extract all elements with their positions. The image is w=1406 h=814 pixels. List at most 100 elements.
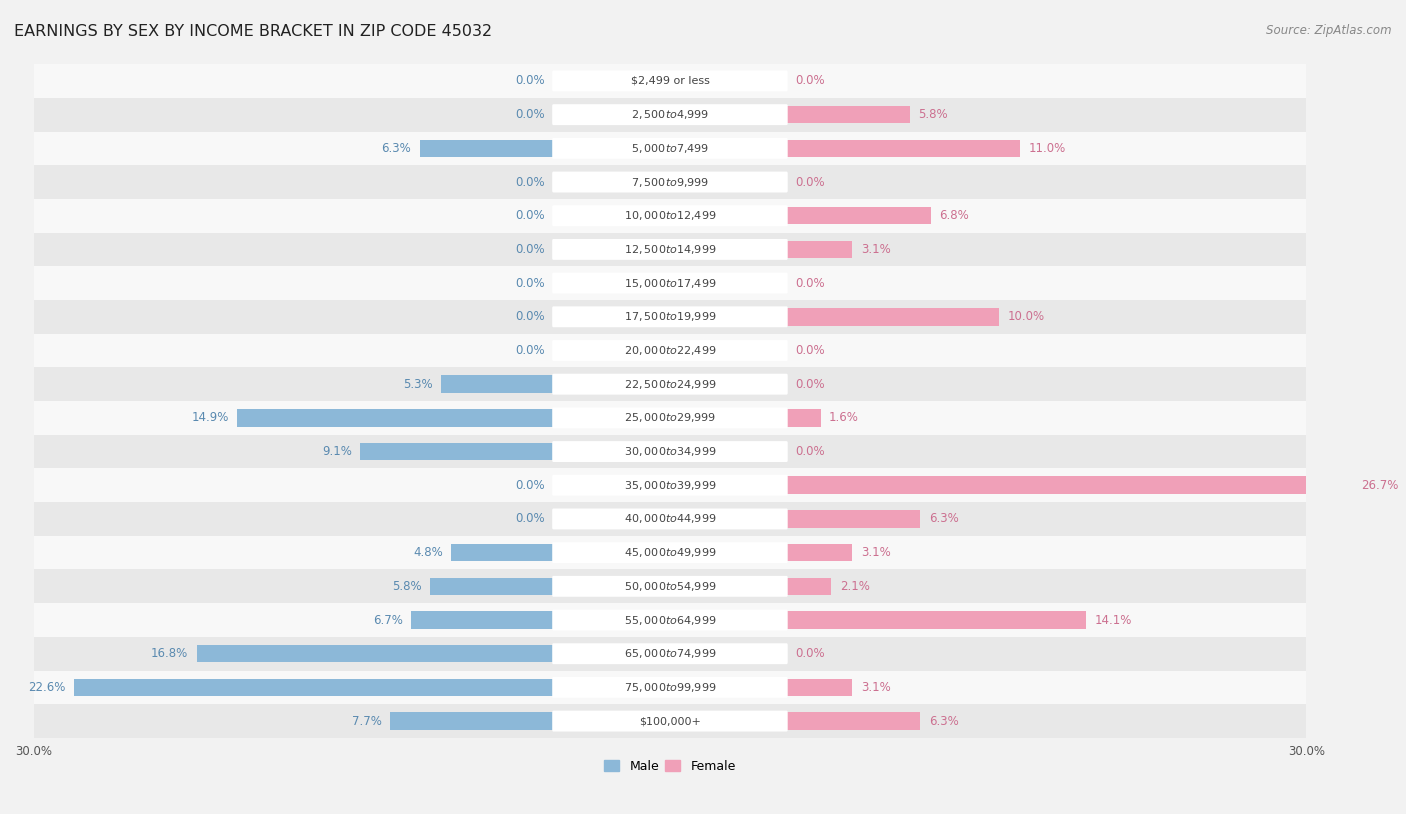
- Bar: [430, 578, 554, 595]
- Text: 0.0%: 0.0%: [515, 310, 544, 323]
- Text: $45,000 to $49,999: $45,000 to $49,999: [624, 546, 716, 559]
- Text: $7,500 to $9,999: $7,500 to $9,999: [631, 176, 709, 189]
- Bar: [786, 207, 931, 225]
- Text: 0.0%: 0.0%: [796, 344, 825, 357]
- Text: 6.3%: 6.3%: [381, 142, 411, 155]
- Text: $2,500 to $4,999: $2,500 to $4,999: [631, 108, 709, 121]
- Bar: [786, 679, 852, 696]
- Text: $40,000 to $44,999: $40,000 to $44,999: [624, 513, 716, 526]
- Text: 0.0%: 0.0%: [515, 209, 544, 222]
- Bar: [34, 603, 1306, 637]
- Text: 1.6%: 1.6%: [830, 411, 859, 424]
- Text: 0.0%: 0.0%: [515, 176, 544, 189]
- Text: 16.8%: 16.8%: [150, 647, 188, 660]
- Text: 9.1%: 9.1%: [322, 445, 352, 458]
- FancyBboxPatch shape: [553, 575, 787, 597]
- Text: $75,000 to $99,999: $75,000 to $99,999: [624, 681, 716, 694]
- Bar: [34, 233, 1306, 266]
- Bar: [786, 544, 852, 562]
- Bar: [34, 536, 1306, 570]
- Text: $100,000+: $100,000+: [638, 716, 700, 726]
- Bar: [786, 409, 821, 427]
- Bar: [34, 132, 1306, 165]
- Text: 5.3%: 5.3%: [402, 378, 432, 391]
- Text: 0.0%: 0.0%: [515, 479, 544, 492]
- FancyBboxPatch shape: [553, 475, 787, 496]
- FancyBboxPatch shape: [553, 610, 787, 631]
- Text: 22.6%: 22.6%: [28, 681, 65, 694]
- FancyBboxPatch shape: [553, 138, 787, 159]
- Bar: [786, 308, 998, 326]
- Text: EARNINGS BY SEX BY INCOME BRACKET IN ZIP CODE 45032: EARNINGS BY SEX BY INCOME BRACKET IN ZIP…: [14, 24, 492, 39]
- Text: $25,000 to $29,999: $25,000 to $29,999: [624, 411, 716, 424]
- FancyBboxPatch shape: [553, 205, 787, 226]
- Text: 3.1%: 3.1%: [860, 243, 890, 256]
- Bar: [34, 367, 1306, 401]
- FancyBboxPatch shape: [553, 104, 787, 125]
- Text: $2,499 or less: $2,499 or less: [630, 76, 710, 86]
- Bar: [389, 712, 554, 730]
- FancyBboxPatch shape: [553, 71, 787, 91]
- Text: 6.8%: 6.8%: [939, 209, 969, 222]
- Text: 3.1%: 3.1%: [860, 546, 890, 559]
- FancyBboxPatch shape: [553, 273, 787, 294]
- Text: $15,000 to $17,499: $15,000 to $17,499: [624, 277, 716, 290]
- Text: 0.0%: 0.0%: [796, 176, 825, 189]
- Bar: [786, 139, 1019, 157]
- Text: 2.1%: 2.1%: [839, 580, 869, 593]
- Bar: [34, 570, 1306, 603]
- Bar: [786, 712, 921, 730]
- Bar: [360, 443, 554, 461]
- FancyBboxPatch shape: [553, 374, 787, 395]
- Text: $35,000 to $39,999: $35,000 to $39,999: [624, 479, 716, 492]
- Text: 6.7%: 6.7%: [373, 614, 402, 627]
- Bar: [34, 165, 1306, 199]
- Bar: [34, 266, 1306, 300]
- FancyBboxPatch shape: [553, 408, 787, 428]
- Bar: [786, 476, 1353, 494]
- Bar: [197, 645, 554, 663]
- Bar: [73, 679, 554, 696]
- Bar: [238, 409, 554, 427]
- Text: 10.0%: 10.0%: [1007, 310, 1045, 323]
- Text: 0.0%: 0.0%: [515, 108, 544, 121]
- Text: $65,000 to $74,999: $65,000 to $74,999: [624, 647, 716, 660]
- Bar: [34, 468, 1306, 502]
- Text: 0.0%: 0.0%: [796, 378, 825, 391]
- Bar: [441, 375, 554, 393]
- Text: $30,000 to $34,999: $30,000 to $34,999: [624, 445, 716, 458]
- FancyBboxPatch shape: [553, 643, 787, 664]
- Legend: Male, Female: Male, Female: [599, 755, 741, 778]
- Text: 30.0%: 30.0%: [1288, 745, 1324, 758]
- Text: 11.0%: 11.0%: [1028, 142, 1066, 155]
- FancyBboxPatch shape: [553, 172, 787, 192]
- Text: 0.0%: 0.0%: [796, 74, 825, 87]
- Text: 0.0%: 0.0%: [796, 277, 825, 290]
- Text: 4.8%: 4.8%: [413, 546, 443, 559]
- Bar: [34, 64, 1306, 98]
- FancyBboxPatch shape: [553, 677, 787, 698]
- FancyBboxPatch shape: [553, 441, 787, 462]
- Text: 14.9%: 14.9%: [191, 411, 229, 424]
- Text: 6.3%: 6.3%: [929, 715, 959, 728]
- Bar: [34, 637, 1306, 671]
- Text: 5.8%: 5.8%: [918, 108, 948, 121]
- FancyBboxPatch shape: [553, 306, 787, 327]
- Bar: [34, 401, 1306, 435]
- Bar: [34, 199, 1306, 233]
- Text: 7.7%: 7.7%: [352, 715, 381, 728]
- Bar: [411, 611, 554, 628]
- Text: 0.0%: 0.0%: [515, 74, 544, 87]
- Bar: [786, 106, 910, 124]
- Text: 14.1%: 14.1%: [1094, 614, 1132, 627]
- Text: 0.0%: 0.0%: [796, 647, 825, 660]
- Bar: [34, 98, 1306, 132]
- Text: $5,000 to $7,499: $5,000 to $7,499: [631, 142, 709, 155]
- FancyBboxPatch shape: [553, 542, 787, 563]
- Text: 0.0%: 0.0%: [515, 344, 544, 357]
- Text: $50,000 to $54,999: $50,000 to $54,999: [624, 580, 716, 593]
- Text: 26.7%: 26.7%: [1361, 479, 1399, 492]
- Bar: [34, 334, 1306, 367]
- Text: 0.0%: 0.0%: [515, 513, 544, 526]
- Text: 6.3%: 6.3%: [929, 513, 959, 526]
